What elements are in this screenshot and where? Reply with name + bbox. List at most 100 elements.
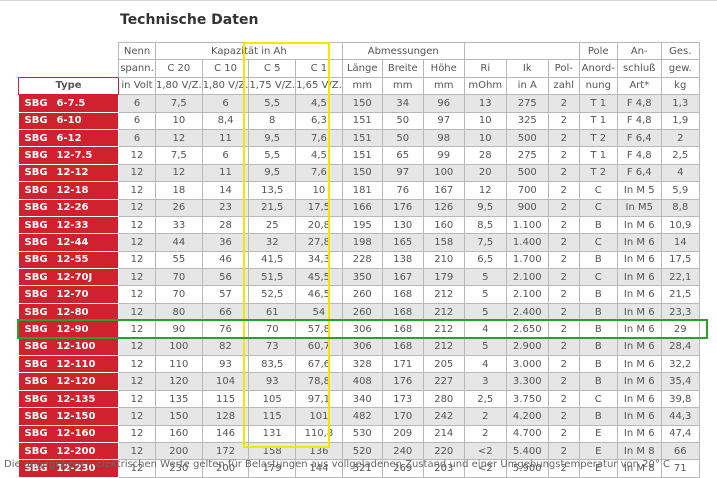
type-cell: SBG 12-7.5 [18, 146, 119, 165]
header-gewicht-unit: kg [660, 76, 700, 96]
table-cell: 220 [422, 441, 465, 461]
type-cell: SBG 6-12 [18, 128, 119, 148]
type-prefix: SBG [24, 376, 48, 388]
table-cell: 21,5 [248, 198, 297, 217]
table-cell: 5 [463, 302, 507, 322]
type-cell: SBG 12-200 [18, 441, 119, 461]
table-cell: 160 [155, 424, 203, 443]
table-row: SBG 12-26 12 26 23 21,5 17,5 166 176 126 9,5 900 2 C I… [18, 198, 700, 217]
table-cell: 57 [201, 285, 250, 304]
table-cell: 93 [248, 372, 297, 391]
table-cell: 12 [118, 268, 156, 287]
table-cell: 12 [118, 424, 156, 443]
type-model: 12-18 [56, 184, 89, 196]
table-cell: In M 5 [616, 181, 662, 200]
table-cell: 2 [547, 372, 580, 391]
table-cell: 242 [422, 407, 465, 426]
table-cell: 2 [547, 355, 580, 374]
table-cell: 12 [118, 233, 156, 252]
table-cell: 98 [422, 128, 465, 148]
table-cell: 57,8 [295, 320, 343, 339]
type-prefix: SBG [24, 289, 48, 301]
table-cell: T 2 [578, 163, 618, 183]
table-row: SBG 12-200 12 200 172 158 136 520 240 220 <2 5.400 2… [18, 441, 700, 461]
table-cell: 120 [155, 372, 203, 391]
type-prefix: SBG [24, 132, 48, 144]
type-prefix: SBG [24, 167, 48, 179]
table-cell: 150 [341, 94, 383, 113]
table-cell: 328 [341, 355, 383, 374]
table-cell: 8,5 [463, 215, 507, 235]
table-cell: 2 [547, 215, 580, 235]
table-cell: 90 [155, 320, 203, 339]
table-cell: 51,5 [248, 268, 297, 287]
type-cell: SBG 6-7.5 [18, 94, 119, 113]
table-cell: 6 [201, 94, 250, 113]
table-cell: 115 [201, 389, 250, 409]
table-cell: 280 [422, 389, 465, 409]
table-cell: 5 [463, 337, 507, 357]
table-cell: 52,5 [248, 285, 297, 304]
table-cell: 12 [118, 163, 156, 183]
table-cell: 20 [463, 163, 507, 183]
header-laenge: Länge [341, 59, 383, 78]
table-cell: 23 [201, 198, 250, 217]
table-cell: 4.700 [505, 424, 549, 443]
table-cell: 212 [422, 337, 465, 357]
table-cell: 3.750 [505, 389, 549, 409]
table-cell: 240 [381, 441, 424, 461]
header-c10-volt: 1,80 V/Z. [201, 76, 250, 96]
table-cell: 176 [381, 198, 424, 217]
table-cell: 3 [463, 372, 507, 391]
header-row-2: spann. C 20 C 10 C 5 C 1 Länge Breite Hö… [18, 59, 700, 78]
header-c1: C 1 [295, 59, 343, 78]
header-ri-unit: mOhm [463, 76, 507, 96]
table-cell: E [578, 441, 618, 461]
table-cell: 33 [155, 215, 203, 235]
table-cell: 210 [422, 250, 465, 270]
type-cell: SBG 12-26 [18, 198, 119, 217]
header-anschluss-3: Art* [616, 76, 662, 96]
table-cell: 260 [341, 302, 383, 322]
table-cell: 46,5 [295, 285, 343, 304]
header-row-1: Nenn Kapazität in Ah Abmessungen Pole An… [18, 41, 700, 61]
table-cell: 126 [422, 198, 465, 217]
table-cell: B [578, 407, 618, 426]
table-cell: 11 [201, 163, 250, 183]
header-nenn-3: in Volt [118, 76, 156, 96]
table-cell: 170 [381, 407, 424, 426]
table-cell: 2.100 [505, 285, 549, 304]
type-prefix: SBG [24, 184, 48, 196]
table-cell: 110,8 [295, 424, 343, 443]
table-cell: 209 [381, 424, 424, 443]
table-cell: 1.100 [505, 215, 549, 235]
table-cell: 2 [463, 407, 507, 426]
type-cell: SBG 12-55 [18, 250, 119, 270]
table-cell: 9,5 [248, 163, 297, 183]
table-cell: In M 6 [616, 268, 662, 287]
table-cell: 100 [155, 337, 203, 357]
table-cell: 46 [201, 250, 250, 270]
type-model: 12-160 [56, 428, 96, 440]
table-cell: 12 [118, 215, 156, 235]
table-cell: 275 [505, 94, 549, 113]
header-polzahl-2: zahl [547, 76, 580, 96]
table-cell: 12 [118, 407, 156, 426]
type-cell: SBG 12-70 [18, 285, 119, 304]
table-cell: 17,5 [295, 198, 343, 217]
type-model: 12-70J [56, 271, 93, 283]
type-cell: SBG 12-150 [18, 407, 119, 426]
header-ik: Ik [505, 59, 549, 78]
header-ri: Ri [463, 59, 507, 78]
type-cell: SBG 12-110 [18, 355, 119, 374]
table-cell: In M 6 [616, 389, 662, 409]
table-cell: 171 [381, 355, 424, 374]
table-cell: 70 [155, 285, 203, 304]
type-prefix: SBG [24, 393, 48, 405]
table-cell: B [578, 372, 618, 391]
type-cell: SBG 12-80 [18, 302, 119, 322]
table-cell: 168 [381, 337, 424, 357]
table-cell: In M 6 [616, 355, 662, 374]
table-cell: 2,5 [660, 146, 700, 165]
